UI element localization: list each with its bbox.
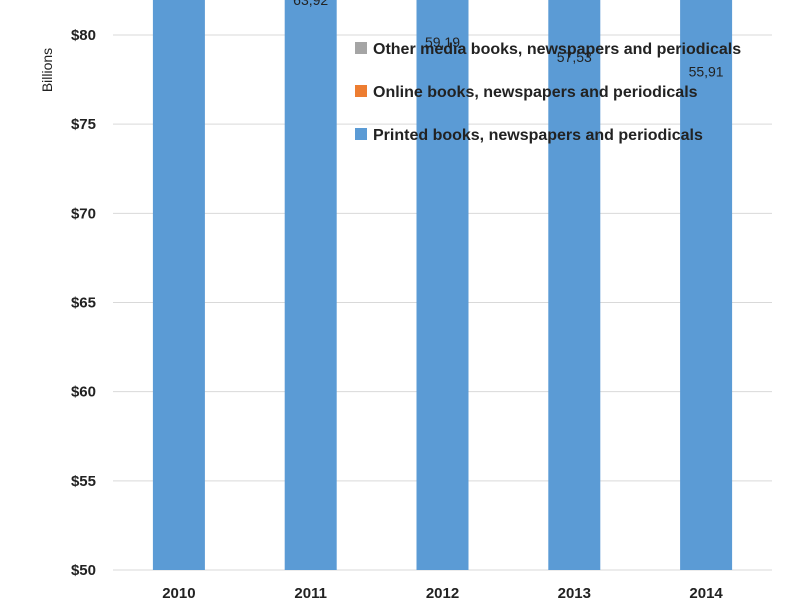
x-tick-label-2012: 2012	[426, 585, 459, 602]
bar-2010-series-0	[152, 0, 205, 571]
data-label-2012-series-0: 59,19	[425, 34, 460, 50]
data-labels: 67,428,311,9963,928,811,9559,1910,601,77…	[293, 0, 724, 79]
y-tick-label: $50	[71, 562, 96, 579]
y-axis-label: Billions	[39, 48, 55, 92]
y-tick-label: $55	[71, 473, 96, 490]
legend-swatch-0	[355, 128, 367, 140]
legend-entry-1: Online books, newspapers and periodicals	[373, 84, 698, 101]
y-tick-label: $70	[71, 205, 96, 222]
x-tick-label-2013: 2013	[558, 585, 591, 602]
bar-2012-series-0	[416, 0, 469, 571]
bar-2011-series-0	[284, 0, 337, 570]
bar-2013-series-0	[548, 0, 601, 570]
y-tick-label: $65	[71, 295, 96, 312]
data-label-2014-series-0: 55,91	[689, 63, 724, 79]
data-label-2011-series-0: 63,92	[293, 0, 328, 8]
y-tick-label: $60	[71, 384, 96, 401]
data-label-2013-series-0: 57,53	[557, 49, 592, 65]
x-tick-label-2010: 2010	[162, 585, 195, 602]
legend: Other media books, newspapers and period…	[355, 41, 741, 144]
legend-entry-0: Printed books, newspapers and periodical…	[373, 127, 703, 144]
legend-swatch-2	[355, 42, 367, 54]
legend-entry-2: Other media books, newspapers and period…	[373, 41, 741, 58]
x-axis-ticks: 2010 2011 2012 2013 2014	[162, 585, 723, 602]
legend-swatch-1	[355, 85, 367, 97]
y-axis-ticks: $50 $55 $60 $65 $70 $75 $80	[71, 27, 96, 579]
bar-2014-series-0	[680, 0, 733, 570]
bars	[152, 0, 733, 571]
y-tick-label: $75	[71, 116, 96, 133]
x-tick-label-2011: 2011	[294, 585, 327, 602]
y-tick-label: $80	[71, 27, 96, 44]
x-tick-label-2014: 2014	[689, 585, 723, 602]
